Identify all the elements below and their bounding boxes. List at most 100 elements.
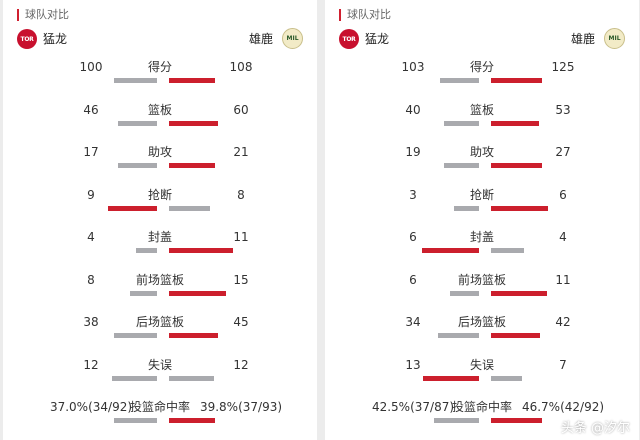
away-stat-bar — [169, 78, 215, 83]
away-stat-bar — [169, 206, 210, 211]
stat-label: 得分 — [469, 60, 495, 74]
stat-row: 6 前场篮板 11 — [325, 273, 639, 303]
home-stat-bar — [114, 333, 157, 338]
home-stat-value: 19 — [405, 145, 421, 159]
away-stat-value: 8 — [237, 188, 245, 202]
home-stat-value: 12 — [83, 358, 99, 372]
away-stat-value: 7 — [559, 358, 567, 372]
stat-label: 失误 — [147, 358, 173, 372]
stat-row: 6 封盖 4 — [325, 230, 639, 260]
away-stat-value: 4 — [559, 230, 567, 244]
home-stat-bar — [438, 333, 479, 338]
stat-row: 37.0%(34/92) 投篮命中率 39.8%(37/93) — [3, 400, 317, 430]
away-stat-value: 11 — [233, 230, 249, 244]
stat-label: 投篮命中率 — [129, 400, 191, 414]
stat-row: 8 前场篮板 15 — [3, 273, 317, 303]
stat-row: 103 得分 125 — [325, 60, 639, 90]
home-stat-bar — [423, 376, 479, 381]
away-stat-value: 39.8%(37/93) — [199, 400, 283, 414]
away-stat-value: 12 — [233, 358, 249, 372]
home-stat-bar — [118, 121, 157, 126]
away-stat-bar — [491, 333, 540, 338]
stat-label: 前场篮板 — [135, 273, 185, 287]
stat-row: 42.5%(37/87) 投篮命中率 46.7%(42/92) — [325, 400, 639, 430]
stat-row: 3 抢断 6 — [325, 188, 639, 218]
home-stat-value: 13 — [405, 358, 421, 372]
away-stat-bar — [169, 121, 218, 126]
stat-row: 34 后场篮板 42 — [325, 315, 639, 345]
home-stat-bar — [440, 78, 479, 83]
home-team-name[interactable]: 猛龙 — [365, 32, 390, 46]
team-row: TOR 猛龙 雄鹿 MIL — [3, 26, 317, 50]
away-stat-value: 108 — [229, 60, 253, 74]
stat-label: 抢断 — [147, 188, 173, 202]
team-row: TOR 猛龙 雄鹿 MIL — [325, 26, 639, 50]
away-stat-bar — [491, 163, 542, 168]
team-comparison-panel-game-1: 球队对比 TOR 猛龙 雄鹿 MIL 100 得分 108 46 篮板 60 17 助攻 21 9 抢断 8 4 封… — [3, 0, 317, 440]
home-stat-bar — [444, 163, 479, 168]
home-stat-value: 8 — [87, 273, 95, 287]
home-stat-value: 37.0%(34/92) — [49, 400, 133, 414]
home-stat-bar — [454, 206, 479, 211]
home-stat-bar — [444, 121, 479, 126]
panel-title: 球队对比 — [17, 8, 69, 22]
stat-label: 助攻 — [469, 145, 495, 159]
away-stat-bar — [491, 376, 522, 381]
team-comparison-panel-game-2: 球队对比 TOR 猛龙 雄鹿 MIL 103 得分 125 40 篮板 53 19 助攻 27 3 抢断 6 6 封… — [325, 0, 639, 440]
home-stat-value: 6 — [409, 230, 417, 244]
watermark: 头条 @汐尔 — [560, 421, 630, 436]
away-stat-value: 46.7%(42/92) — [521, 400, 605, 414]
stat-row: 13 失误 7 — [325, 358, 639, 388]
stat-label: 后场篮板 — [457, 315, 507, 329]
stat-row: 4 封盖 11 — [3, 230, 317, 260]
home-stat-value: 42.5%(37/87) — [371, 400, 455, 414]
home-stat-value: 46 — [83, 103, 99, 117]
raptors-logo-icon: TOR — [339, 29, 359, 49]
away-stat-value: 53 — [555, 103, 571, 117]
away-stat-bar — [491, 206, 548, 211]
raptors-logo-icon: TOR — [17, 29, 37, 49]
stat-label: 抢断 — [469, 188, 495, 202]
stat-label: 篮板 — [469, 103, 495, 117]
away-stat-bar — [169, 163, 215, 168]
away-stat-bar — [491, 248, 524, 253]
home-stat-bar — [114, 418, 157, 423]
home-stat-bar — [112, 376, 157, 381]
home-team-name[interactable]: 猛龙 — [43, 32, 68, 46]
away-stat-bar — [491, 78, 542, 83]
away-stat-value: 27 — [555, 145, 571, 159]
stat-label: 失误 — [469, 358, 495, 372]
home-stat-bar — [118, 163, 157, 168]
home-stat-bar — [114, 78, 157, 83]
stat-label: 得分 — [147, 60, 173, 74]
stat-row: 100 得分 108 — [3, 60, 317, 90]
away-stat-bar — [169, 248, 233, 253]
home-stat-value: 6 — [409, 273, 417, 287]
bucks-logo-icon: MIL — [604, 28, 625, 49]
away-stat-value: 42 — [555, 315, 571, 329]
home-stat-value: 40 — [405, 103, 421, 117]
stat-label: 前场篮板 — [457, 273, 507, 287]
away-stat-bar — [491, 418, 542, 423]
stat-row: 46 篮板 60 — [3, 103, 317, 133]
away-stat-value: 45 — [233, 315, 249, 329]
home-stat-bar — [130, 291, 157, 296]
home-stat-value: 34 — [405, 315, 421, 329]
home-stat-value: 4 — [87, 230, 95, 244]
stat-label: 封盖 — [469, 230, 495, 244]
bucks-logo-icon: MIL — [282, 28, 303, 49]
away-team-name[interactable]: 雄鹿 — [248, 32, 273, 46]
stat-label: 助攻 — [147, 145, 173, 159]
home-stat-value: 3 — [409, 188, 417, 202]
away-team-name[interactable]: 雄鹿 — [570, 32, 595, 46]
home-stat-bar — [450, 291, 479, 296]
away-stat-bar — [169, 376, 214, 381]
stat-row: 9 抢断 8 — [3, 188, 317, 218]
home-stat-bar — [136, 248, 157, 253]
stat-label: 后场篮板 — [135, 315, 185, 329]
away-stat-bar — [169, 418, 215, 423]
away-stat-value: 125 — [551, 60, 575, 74]
home-stat-value: 17 — [83, 145, 99, 159]
stat-row: 19 助攻 27 — [325, 145, 639, 175]
